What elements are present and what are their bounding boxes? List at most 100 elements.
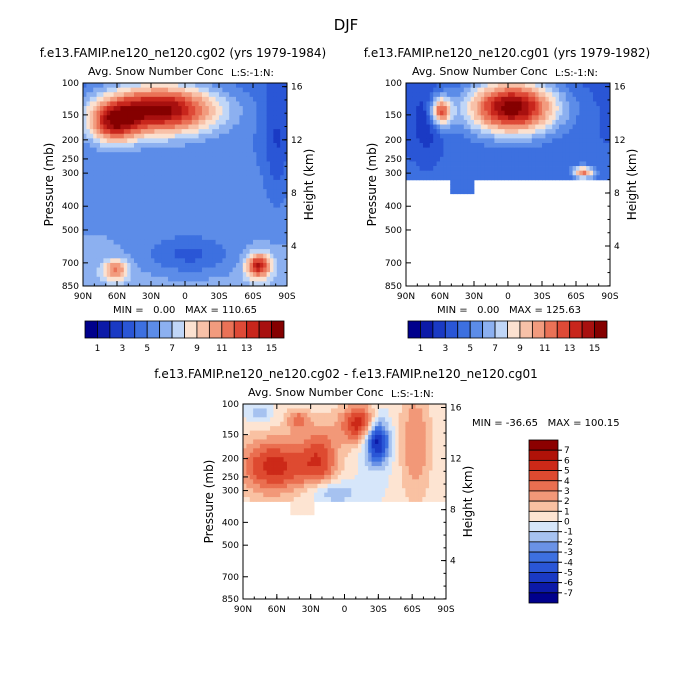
heatmap-cell: [266, 202, 271, 208]
heatmap-cell: [168, 216, 172, 222]
heatmap-cell: [174, 179, 179, 185]
heatmap-cell: [174, 249, 179, 255]
heatmap-cell: [134, 101, 138, 107]
heatmap-cell: [202, 216, 206, 222]
heatmap-cell: [419, 106, 424, 112]
heatmap-cell: [314, 408, 318, 414]
heatmap-cell: [137, 202, 142, 208]
heatmap-cell: [562, 175, 567, 181]
heatmap-cell: [276, 147, 281, 153]
heatmap-cell: [219, 138, 223, 144]
heatmap-cell: [276, 426, 281, 431]
heatmap-cell: [320, 448, 325, 454]
heatmap-cell: [147, 170, 152, 176]
heatmap-cell: [100, 221, 104, 227]
heatmap-cell: [249, 119, 254, 125]
heatmap-cell: [212, 226, 216, 232]
heatmap-cell: [151, 142, 155, 148]
heatmap-cell: [276, 152, 281, 158]
heatmap-cell: [293, 492, 298, 498]
heatmap-cell: [232, 235, 237, 241]
heatmap-cell: [191, 142, 196, 148]
heatmap-cell: [246, 179, 250, 185]
heatmap-cell: [457, 110, 461, 116]
heatmap-cell: [426, 147, 431, 153]
heatmap-cell: [259, 212, 264, 218]
heatmap-cell: [470, 119, 475, 125]
heatmap-cell: [246, 249, 250, 255]
heatmap-cell: [222, 87, 227, 93]
heatmap-cell: [171, 267, 176, 273]
heatmap-cell: [212, 156, 216, 162]
heatmap-cell: [518, 142, 522, 148]
heatmap-cell: [178, 124, 182, 130]
heatmap-cell: [409, 142, 414, 148]
heatmap-cell: [443, 101, 448, 107]
heatmap-cell: [86, 193, 91, 199]
heatmap-cell: [246, 272, 250, 278]
heatmap-cell: [440, 142, 444, 148]
heatmap-cell: [185, 235, 189, 241]
heatmap-cell: [450, 133, 454, 139]
heatmap-cell: [174, 244, 179, 250]
heatmap-cell: [127, 170, 131, 176]
heatmap-cell: [354, 470, 359, 476]
heatmap-cell: [470, 92, 475, 98]
heatmap-cell: [538, 106, 543, 112]
heatmap-cell: [174, 119, 179, 125]
heatmap-cell: [364, 497, 369, 502]
heatmap-cell: [374, 417, 379, 423]
heatmap-cell: [286, 426, 291, 431]
heatmap-cell: [144, 212, 148, 218]
y2-tick-label: 4: [291, 242, 297, 252]
heatmap-cell: [494, 138, 499, 144]
heatmap-cell: [283, 262, 288, 268]
heatmap-cell: [195, 115, 199, 121]
heatmap-cell: [337, 483, 342, 489]
heatmap-cell: [508, 156, 512, 162]
heatmap-cell: [273, 497, 278, 502]
heatmap-cell: [354, 430, 359, 436]
heatmap-cell: [246, 244, 250, 250]
heatmap-cell: [535, 129, 539, 135]
heatmap-cell: [100, 281, 104, 287]
heatmap-cell: [174, 92, 179, 98]
heatmap-cell: [576, 87, 580, 93]
heatmap-cell: [202, 152, 206, 158]
heatmap-cell: [450, 96, 454, 102]
heatmap-cell: [229, 133, 233, 139]
heatmap-cell: [440, 92, 444, 98]
heatmap-cell: [297, 404, 301, 409]
heatmap-cell: [467, 179, 471, 185]
heatmap-cell: [266, 272, 271, 278]
heatmap-cell: [324, 497, 328, 502]
heatmap-cell: [280, 189, 284, 195]
heatmap-cell: [514, 152, 519, 158]
heatmap-cell: [433, 142, 437, 148]
heatmap-cell: [157, 244, 162, 250]
heatmap-cell: [569, 161, 573, 167]
heatmap-cell: [96, 156, 101, 162]
heatmap-cell: [477, 142, 482, 148]
heatmap-cell: [106, 189, 111, 195]
heatmap-cell: [229, 179, 233, 185]
heatmap-cell: [596, 129, 601, 135]
heatmap-cell: [525, 142, 529, 148]
heatmap-cell: [198, 239, 203, 245]
heatmap-cell: [542, 133, 546, 139]
heatmap-cell: [222, 239, 227, 245]
heatmap-cell: [256, 448, 261, 454]
x-tick-label: 30S: [210, 292, 227, 302]
heatmap-cell: [181, 221, 186, 227]
heatmap-cell: [317, 417, 322, 423]
heatmap-cell: [130, 253, 135, 259]
heatmap-cell: [467, 106, 471, 112]
heatmap-cell: [364, 470, 369, 476]
heatmap-cell: [212, 101, 216, 107]
heatmap-cell: [531, 129, 536, 135]
heatmap-cell: [290, 510, 295, 516]
heatmap-cell: [599, 161, 604, 167]
heatmap-cell: [273, 221, 278, 227]
heatmap-cell: [589, 142, 594, 148]
heatmap-cell: [208, 142, 213, 148]
